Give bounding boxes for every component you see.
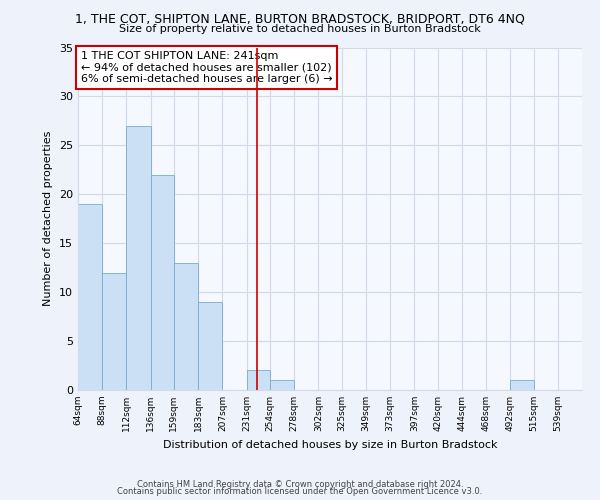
Bar: [127, 126, 151, 390]
Text: Contains HM Land Registry data © Crown copyright and database right 2024.: Contains HM Land Registry data © Crown c…: [137, 480, 463, 489]
Bar: [198, 302, 223, 390]
Bar: [270, 380, 294, 390]
Bar: [151, 174, 174, 390]
Bar: [510, 380, 533, 390]
Bar: [247, 370, 270, 390]
Bar: [102, 272, 127, 390]
Text: Contains public sector information licensed under the Open Government Licence v3: Contains public sector information licen…: [118, 488, 482, 496]
Y-axis label: Number of detached properties: Number of detached properties: [43, 131, 53, 306]
Bar: [174, 263, 198, 390]
Bar: [78, 204, 102, 390]
X-axis label: Distribution of detached houses by size in Burton Bradstock: Distribution of detached houses by size …: [163, 440, 497, 450]
Text: 1, THE COT, SHIPTON LANE, BURTON BRADSTOCK, BRIDPORT, DT6 4NQ: 1, THE COT, SHIPTON LANE, BURTON BRADSTO…: [75, 12, 525, 26]
Text: 1 THE COT SHIPTON LANE: 241sqm
← 94% of detached houses are smaller (102)
6% of : 1 THE COT SHIPTON LANE: 241sqm ← 94% of …: [80, 51, 332, 84]
Text: Size of property relative to detached houses in Burton Bradstock: Size of property relative to detached ho…: [119, 24, 481, 34]
